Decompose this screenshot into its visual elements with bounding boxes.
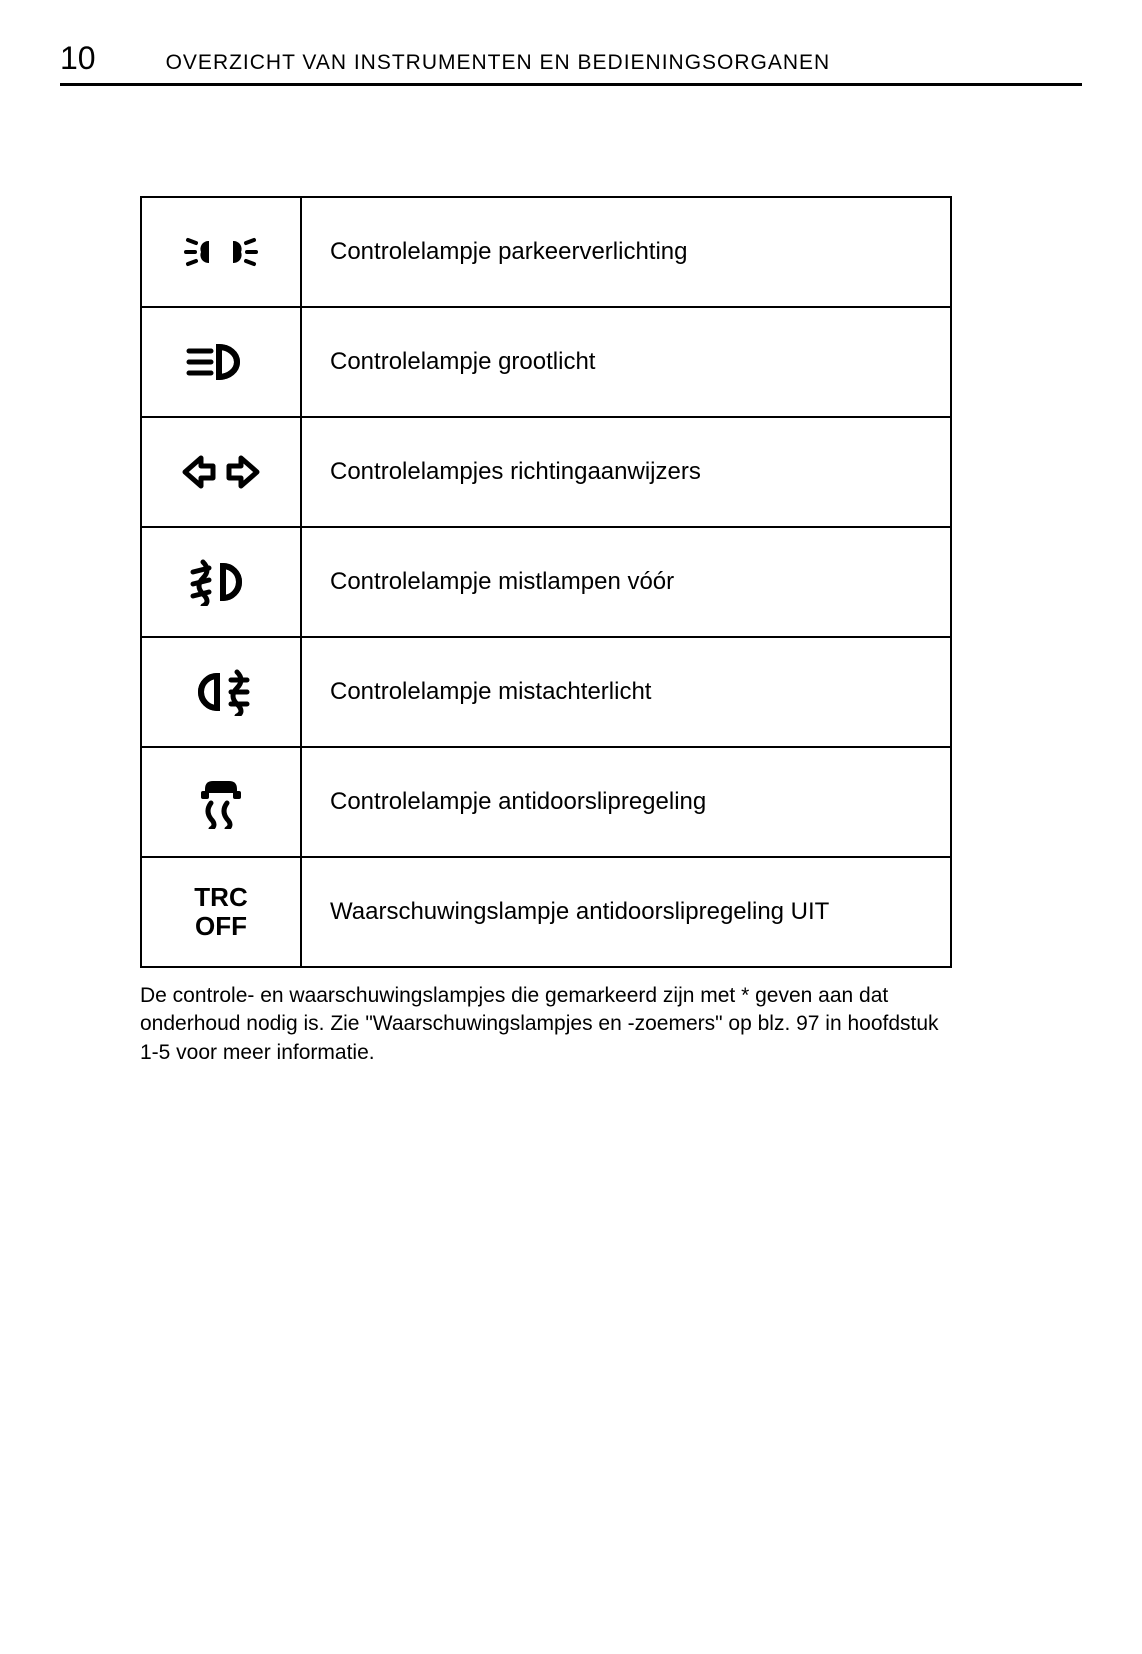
- traction-control-icon: [195, 775, 247, 829]
- table-row: Controlelampje grootlicht: [141, 307, 951, 417]
- icon-cell: [141, 527, 301, 637]
- indicator-table: Controlelampje parkeerverlichting: [140, 196, 952, 968]
- icon-cell: [141, 307, 301, 417]
- table-row: Controlelampje mistachterlicht: [141, 637, 951, 747]
- table-row: Controlelampje parkeerverlichting: [141, 197, 951, 307]
- table-row: TRC OFF Waarschuwingslampje antidoorslip…: [141, 857, 951, 967]
- desc-cell: Waarschuwingslampje antidoorslipregeling…: [301, 857, 951, 967]
- content-area: Controlelampje parkeerverlichting: [60, 196, 1082, 1067]
- desc-cell: Controlelampje antidoorslipregeling: [301, 747, 951, 857]
- desc-cell: Controlelampje parkeerverlichting: [301, 197, 951, 307]
- turn-signal-icon: [181, 454, 261, 490]
- icon-cell: [141, 417, 301, 527]
- table-row: Controlelampjes richtingaanwijzers: [141, 417, 951, 527]
- icon-cell: TRC OFF: [141, 857, 301, 967]
- trc-line2: OFF: [150, 912, 292, 941]
- desc-cell: Controlelampje mistlampen vóór: [301, 527, 951, 637]
- parking-light-icon: [176, 230, 266, 274]
- footnote-text: De controle- en waarschuwingslampjes die…: [140, 982, 952, 1067]
- rear-fog-icon: [187, 668, 255, 716]
- page-header: 10 OVERZICHT VAN INSTRUMENTEN EN BEDIENI…: [60, 40, 1082, 86]
- front-fog-icon: [187, 558, 255, 606]
- icon-cell: [141, 197, 301, 307]
- trc-off-text: TRC OFF: [150, 883, 292, 940]
- page-container: 10 OVERZICHT VAN INSTRUMENTEN EN BEDIENI…: [0, 0, 1142, 1127]
- desc-cell: Controlelampje grootlicht: [301, 307, 951, 417]
- header-title: OVERZICHT VAN INSTRUMENTEN EN BEDIENINGS…: [156, 51, 1082, 75]
- icon-cell: [141, 747, 301, 857]
- desc-cell: Controlelampje mistachterlicht: [301, 637, 951, 747]
- table-row: Controlelampje antidoorslipregeling: [141, 747, 951, 857]
- table-row: Controlelampje mistlampen vóór: [141, 527, 951, 637]
- page-number: 10: [60, 40, 96, 77]
- icon-cell: [141, 637, 301, 747]
- trc-line1: TRC: [150, 883, 292, 912]
- desc-cell: Controlelampjes richtingaanwijzers: [301, 417, 951, 527]
- high-beam-icon: [185, 341, 257, 383]
